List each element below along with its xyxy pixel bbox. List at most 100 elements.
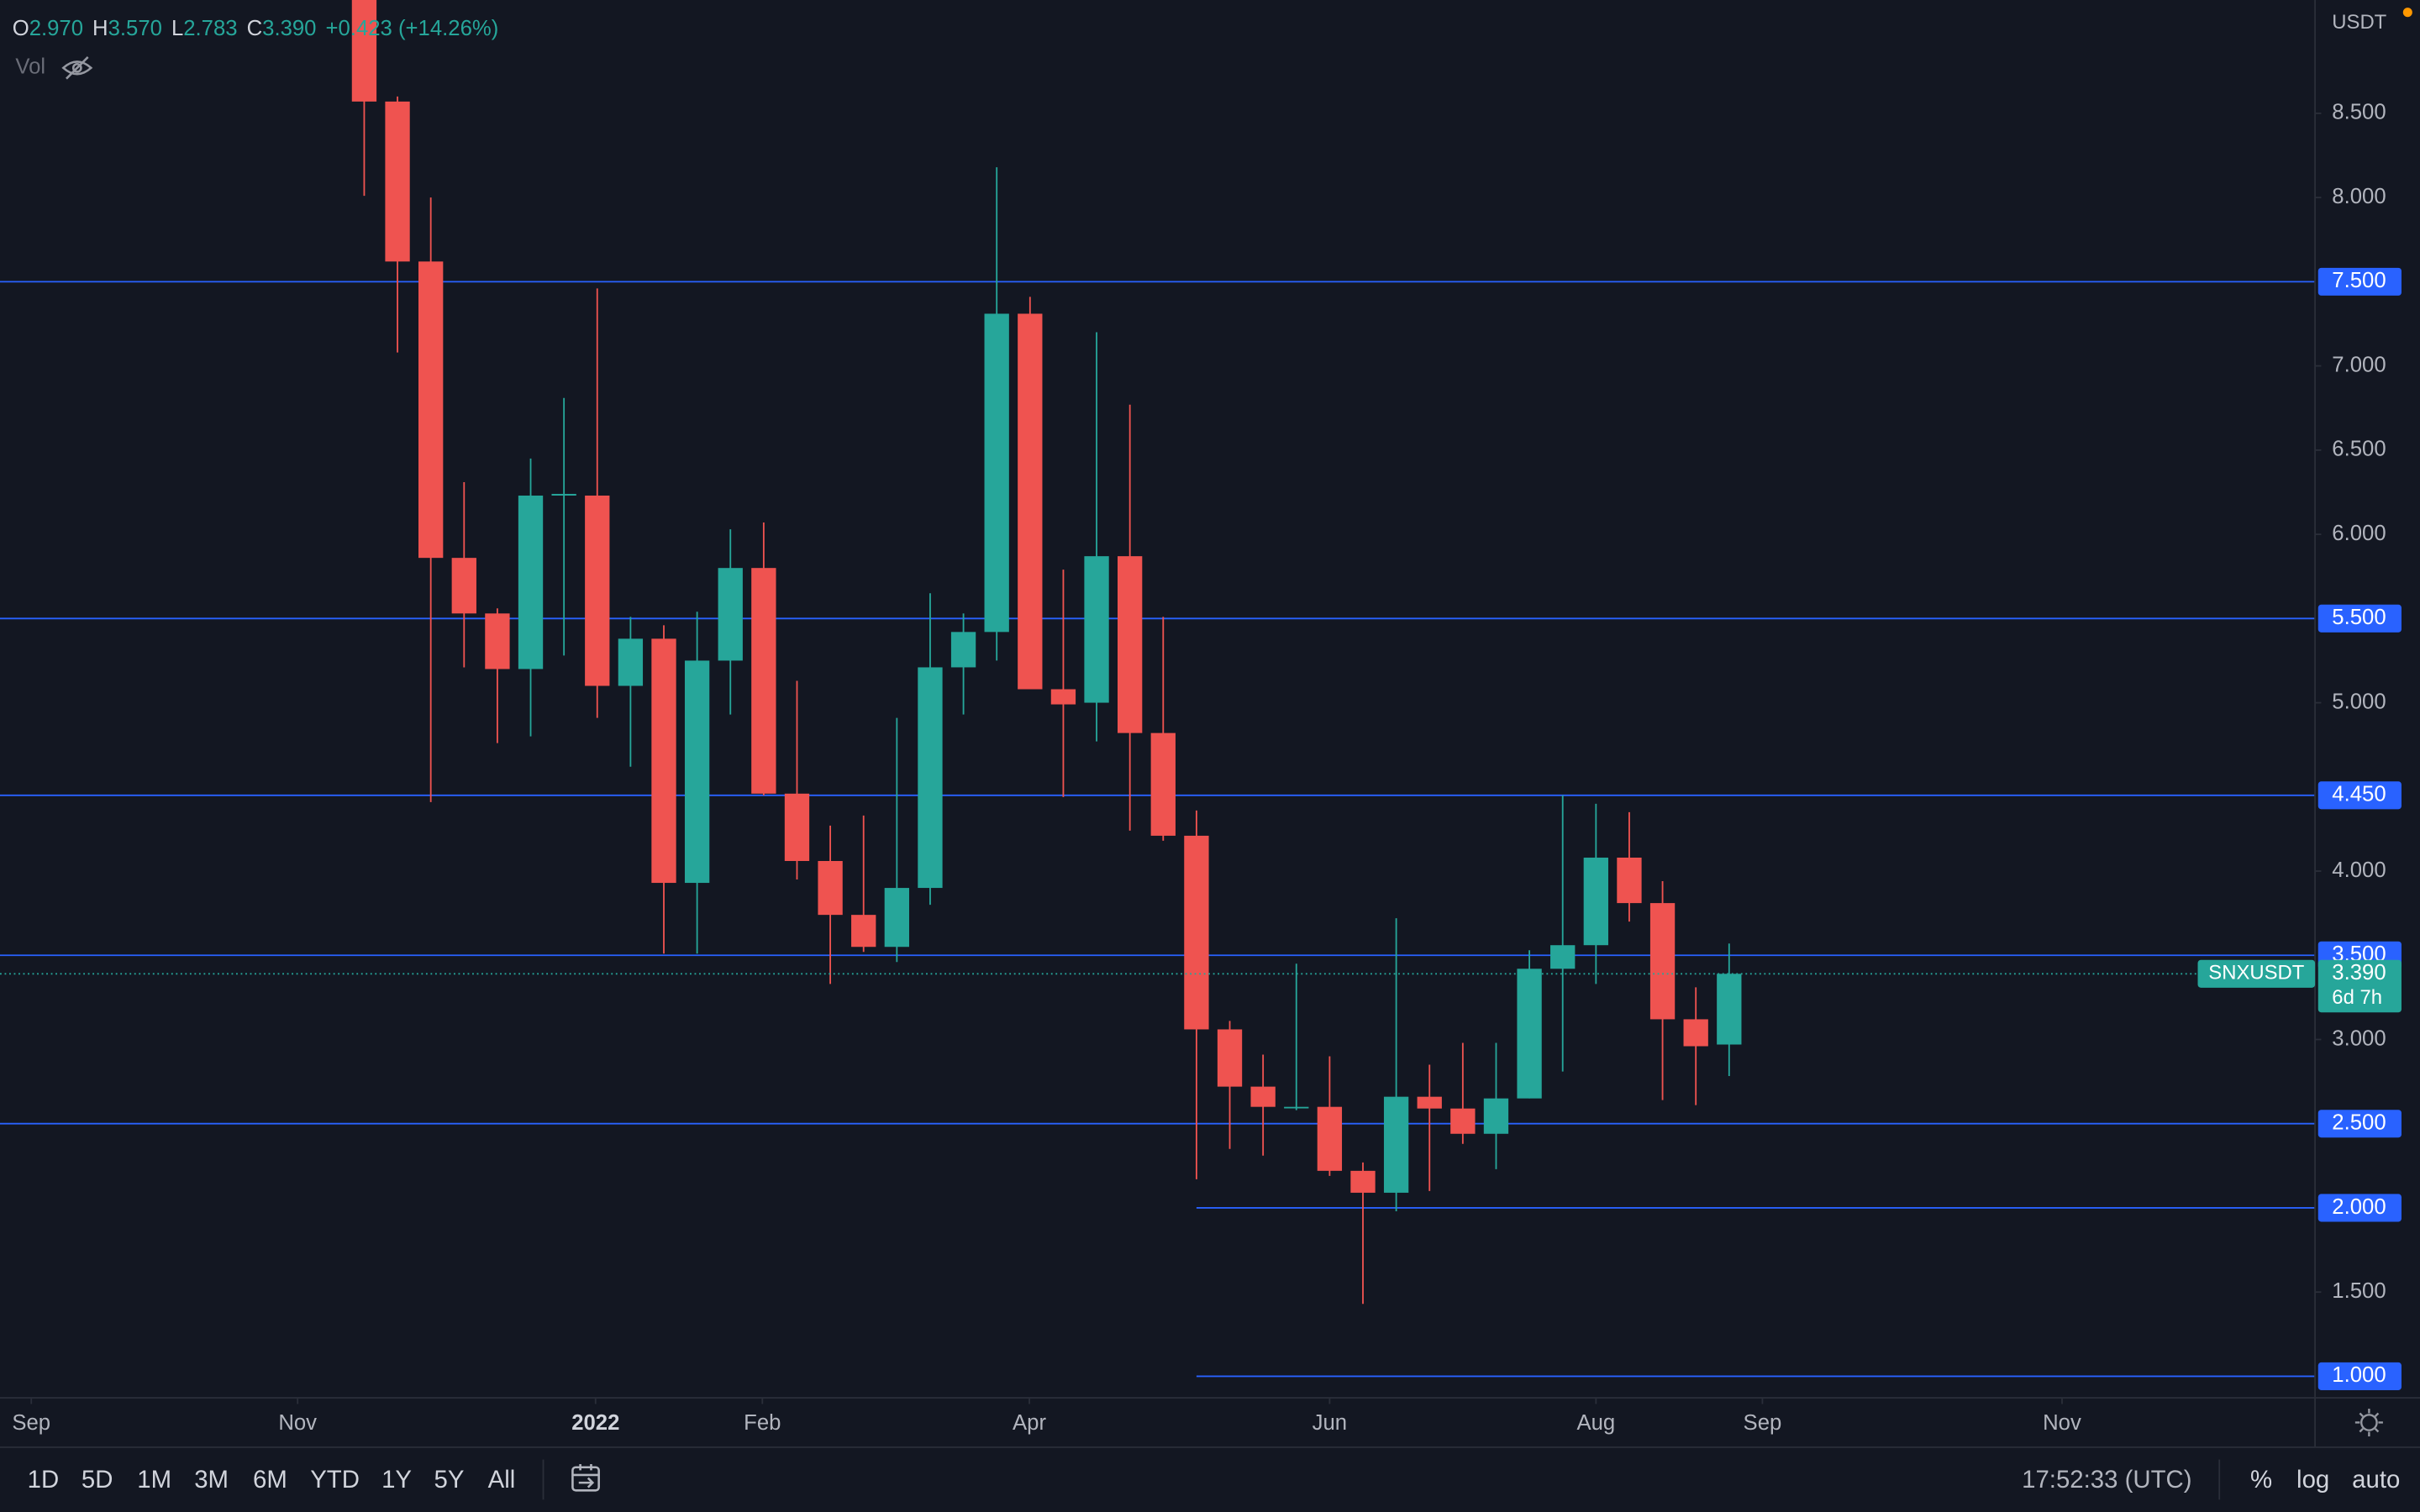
range-button[interactable]: All — [488, 1466, 516, 1494]
level-label: 7.500 — [2332, 269, 2386, 292]
candle-body — [1517, 969, 1542, 1099]
candle-body — [1417, 1096, 1442, 1109]
x-tick-label: Nov — [2043, 1411, 2081, 1435]
symbol-tag — [2197, 959, 2316, 988]
level-label: 2.500 — [2332, 1111, 2386, 1135]
candle-body — [1617, 857, 1642, 904]
candle-body — [884, 888, 909, 948]
currency[interactable]: USDT — [2332, 11, 2386, 34]
level-label: 2.000 — [2332, 1195, 2386, 1219]
range-button[interactable]: YTD — [310, 1466, 360, 1494]
candle-body — [1550, 945, 1576, 969]
y-tick-label: 8.000 — [2332, 185, 2386, 208]
o-value: 2.970 — [29, 17, 83, 40]
candle-body — [1050, 689, 1076, 705]
candle-body — [684, 660, 710, 884]
y-tick-label: 4.000 — [2332, 858, 2386, 882]
candle-body — [1284, 1106, 1309, 1109]
level-tag — [2317, 1362, 2402, 1390]
y-tick-label: 3.000 — [2332, 1026, 2386, 1050]
x-tick-label: Sep — [12, 1411, 50, 1435]
candle-body — [485, 613, 510, 669]
candle-body — [1450, 1108, 1476, 1134]
notification-dot — [2402, 8, 2412, 18]
candle-body — [1084, 556, 1109, 703]
candle-body — [950, 632, 976, 668]
symbol-label: SNXUSDT — [2208, 962, 2304, 984]
level-label: 1.000 — [2332, 1363, 2386, 1387]
x-tick-label: Nov — [278, 1411, 317, 1435]
y-tick-label: 6.500 — [2332, 438, 2386, 461]
range-button[interactable]: 1Y — [381, 1466, 412, 1494]
candle-body — [1683, 1019, 1708, 1047]
x-tick-label: Feb — [744, 1411, 781, 1435]
candle-body — [818, 860, 843, 916]
candle-body — [984, 313, 1009, 633]
level-tag — [2317, 1194, 2402, 1222]
settings-icon[interactable] — [2354, 1408, 2383, 1436]
change: +0.423 (+14.26%) — [326, 17, 499, 40]
level-label: 5.500 — [2332, 606, 2386, 629]
h-value: 3.570 — [108, 17, 162, 40]
candle-body — [784, 793, 810, 861]
c-label: C — [247, 17, 263, 40]
last-price-label: 3.390 — [2332, 961, 2386, 984]
range-button[interactable]: 1M — [137, 1466, 171, 1494]
candle-body — [1717, 974, 1742, 1045]
countdown: 6d 7h — [2332, 986, 2382, 1009]
level-tag — [2317, 604, 2402, 633]
ohlc-legend: O2.970 H3.570 L2.783 C3.390 +0.423 (+14.26%) — [13, 17, 499, 40]
range-button[interactable]: 3M — [194, 1466, 229, 1494]
level-label: 4.450 — [2332, 783, 2386, 806]
candle-body — [1150, 732, 1176, 836]
x-tick-label: Jun — [1313, 1411, 1347, 1435]
candle-body — [1184, 835, 1209, 1030]
log-toggle[interactable]: log — [2296, 1466, 2329, 1494]
candle-body — [651, 638, 676, 884]
y-tick-label: 8.500 — [2332, 101, 2386, 124]
range-button[interactable]: 5D — [82, 1466, 113, 1494]
auto-toggle[interactable]: auto — [2352, 1466, 2400, 1494]
x-tick-label: Apr — [1013, 1411, 1046, 1435]
candle-body — [518, 495, 544, 669]
candle-body — [1317, 1106, 1343, 1171]
y-tick-label: 7.000 — [2332, 353, 2386, 376]
candle-body — [618, 638, 644, 686]
price-tag — [2317, 959, 2402, 1013]
candle-body — [1383, 1096, 1409, 1193]
candle-body — [351, 0, 377, 102]
candle-body — [851, 915, 876, 948]
clock: 17:52:33 (UTC) — [2022, 1466, 2191, 1494]
candle-body — [918, 667, 943, 889]
y-tick-label: 1.500 — [2332, 1279, 2386, 1303]
candle-body — [1217, 1029, 1243, 1087]
level-tag — [2317, 267, 2402, 296]
candle-body — [1250, 1086, 1276, 1107]
plot — [0, 0, 2316, 1378]
y-tick-label: 5.000 — [2332, 690, 2386, 713]
candle-body — [1018, 313, 1043, 690]
candle-body — [1118, 556, 1143, 733]
candle-body — [1649, 903, 1676, 1020]
candle-body — [1583, 857, 1608, 946]
h-label: H — [92, 17, 108, 40]
goto-date-icon[interactable] — [571, 1464, 600, 1492]
candle-body — [451, 558, 476, 614]
vol-label: Vol — [15, 55, 45, 79]
range-button[interactable]: 6M — [253, 1466, 287, 1494]
c-value: 3.390 — [262, 17, 316, 40]
o-label: O — [13, 17, 29, 40]
candle-body — [1483, 1098, 1509, 1134]
level-tag — [2317, 1110, 2402, 1138]
range-button[interactable]: 5Y — [434, 1466, 465, 1494]
percent-toggle[interactable]: % — [2250, 1466, 2272, 1494]
x-tick-label: 2022 — [571, 1411, 619, 1435]
candle-body — [385, 101, 410, 262]
range-button[interactable]: 1D — [28, 1466, 60, 1494]
candle-body — [1350, 1170, 1376, 1193]
x-tick-label: Sep — [1744, 1411, 1782, 1435]
l-label: L — [171, 17, 183, 40]
x-tick-label: Aug — [1576, 1411, 1615, 1435]
hide-icon[interactable] — [61, 56, 93, 80]
